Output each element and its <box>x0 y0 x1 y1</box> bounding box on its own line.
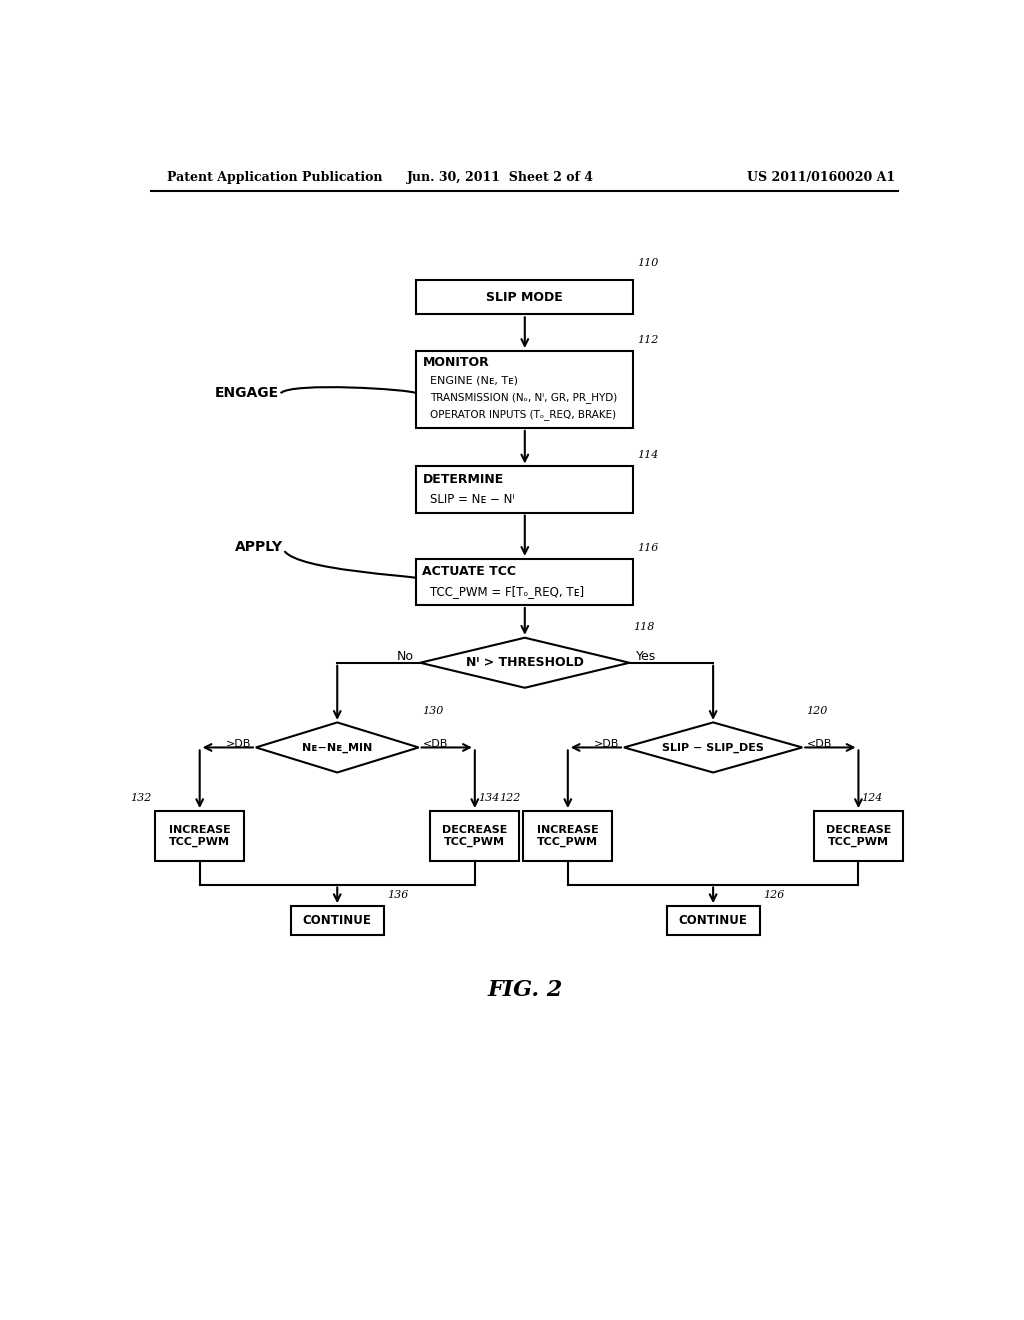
Text: No: No <box>397 649 414 663</box>
Polygon shape <box>256 722 419 772</box>
Text: CONTINUE: CONTINUE <box>679 915 748 927</box>
Text: 114: 114 <box>637 450 658 461</box>
Text: <DB: <DB <box>423 739 449 748</box>
Text: MONITOR: MONITOR <box>423 356 489 370</box>
Text: 116: 116 <box>637 543 658 553</box>
Text: 136: 136 <box>388 890 409 900</box>
Text: 134: 134 <box>478 793 500 804</box>
Text: >DB: >DB <box>594 739 620 748</box>
Text: INCREASE
TCC_PWM: INCREASE TCC_PWM <box>537 825 599 847</box>
Text: 124: 124 <box>861 793 883 804</box>
Text: DETERMINE: DETERMINE <box>423 473 504 486</box>
Text: FIG. 2: FIG. 2 <box>487 979 562 1001</box>
Text: <DB: <DB <box>807 739 833 748</box>
Text: ACTUATE TCC: ACTUATE TCC <box>423 565 516 578</box>
Text: 110: 110 <box>637 259 658 268</box>
Text: Nᴵ > THRESHOLD: Nᴵ > THRESHOLD <box>466 656 584 669</box>
Polygon shape <box>420 638 630 688</box>
Text: ENGINE (Nᴇ, Tᴇ): ENGINE (Nᴇ, Tᴇ) <box>430 375 518 385</box>
Bar <box>417 466 633 512</box>
Text: >DB: >DB <box>226 739 251 748</box>
Text: 118: 118 <box>633 622 654 631</box>
Bar <box>523 810 612 861</box>
Text: APPLY: APPLY <box>234 540 283 554</box>
Text: TRANSMISSION (Nₒ, Nᴵ, GR, PR_HYD): TRANSMISSION (Nₒ, Nᴵ, GR, PR_HYD) <box>430 392 617 403</box>
Text: SLIP = Nᴇ − Nᴵ: SLIP = Nᴇ − Nᴵ <box>430 492 515 506</box>
Polygon shape <box>624 722 802 772</box>
Bar <box>417 558 633 605</box>
Text: OPERATOR INPUTS (Tₒ_REQ, BRAKE): OPERATOR INPUTS (Tₒ_REQ, BRAKE) <box>430 409 616 420</box>
Text: Jun. 30, 2011  Sheet 2 of 4: Jun. 30, 2011 Sheet 2 of 4 <box>407 172 594 185</box>
Text: Nᴇ−Nᴇ_MIN: Nᴇ−Nᴇ_MIN <box>302 742 373 752</box>
Text: US 2011/0160020 A1: US 2011/0160020 A1 <box>748 172 895 185</box>
Text: 120: 120 <box>806 706 827 717</box>
Bar <box>291 906 384 936</box>
Text: 122: 122 <box>499 793 520 804</box>
Bar <box>417 351 633 428</box>
Text: TCC_PWM = F[Tₒ_REQ, Tᴇ]: TCC_PWM = F[Tₒ_REQ, Tᴇ] <box>430 585 585 598</box>
Text: INCREASE
TCC_PWM: INCREASE TCC_PWM <box>169 825 230 847</box>
Text: 130: 130 <box>423 706 443 717</box>
Bar <box>667 906 760 936</box>
Text: Patent Application Publication: Patent Application Publication <box>167 172 382 185</box>
Bar <box>155 810 245 861</box>
Text: SLIP MODE: SLIP MODE <box>486 290 563 304</box>
Text: DECREASE
TCC_PWM: DECREASE TCC_PWM <box>442 825 508 847</box>
Text: 132: 132 <box>131 793 152 804</box>
Bar <box>814 810 903 861</box>
Bar <box>417 280 633 314</box>
Text: DECREASE
TCC_PWM: DECREASE TCC_PWM <box>825 825 891 847</box>
Text: Yes: Yes <box>636 649 656 663</box>
Text: 112: 112 <box>637 335 658 345</box>
Text: CONTINUE: CONTINUE <box>303 915 372 927</box>
Text: 126: 126 <box>764 890 784 900</box>
Text: ENGAGE: ENGAGE <box>215 387 280 400</box>
Text: SLIP − SLIP_DES: SLIP − SLIP_DES <box>663 742 764 752</box>
Bar <box>430 810 519 861</box>
